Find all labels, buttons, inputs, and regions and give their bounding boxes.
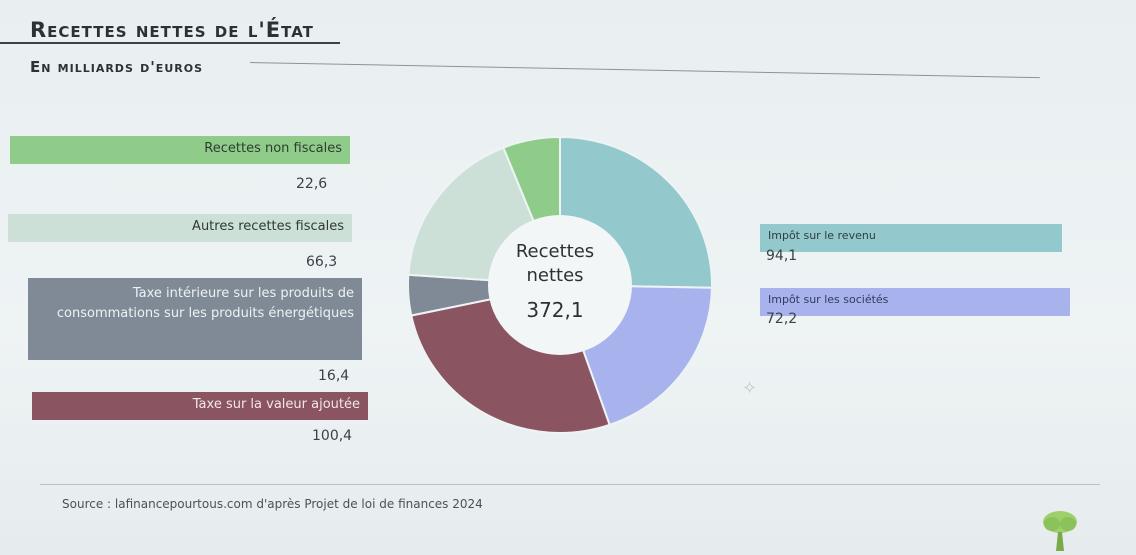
source-note: Source : lafinancepourtous.com d'après P… — [62, 497, 483, 511]
value-recettes-non-fiscales: 22,6 — [296, 176, 328, 192]
center-label-line1: Recettes — [516, 241, 594, 262]
label-tva: Taxe sur la valeur ajoutée — [32, 392, 368, 420]
center-value: 372,1 — [526, 298, 583, 322]
value-ticpe: 16,4 — [318, 368, 350, 384]
label-impot-societes: Impôt sur les sociétés — [760, 288, 1070, 316]
donut-center — [488, 215, 632, 355]
subtitle-rule — [249, 62, 1040, 79]
value-impot-societes: 72,2 — [766, 311, 798, 327]
chart-subtitle: En milliards d'euros — [30, 58, 203, 76]
value-tva: 100,4 — [312, 428, 353, 444]
label-recettes-non-fiscales: Recettes non fiscales — [10, 136, 350, 164]
donut-chart: Recettes nettes 372,1 — [407, 135, 713, 434]
tree-logo-icon — [1043, 511, 1077, 551]
footer-rule — [40, 484, 1100, 485]
chart-title: Recettes nettes de l'État — [30, 18, 314, 42]
value-autres-recettes-fiscales: 66,3 — [306, 254, 338, 270]
sparkle-icon: ✧ — [742, 378, 758, 399]
center-label-line2: nettes — [526, 265, 583, 286]
label-autres-recettes-fiscales: Autres recettes fiscales — [8, 214, 352, 242]
label-ticpe: Taxe intérieure sur les produits de cons… — [28, 278, 362, 360]
label-impot-revenu: Impôt sur le revenu — [760, 224, 1062, 252]
title-rule — [0, 42, 340, 44]
value-impot-revenu: 94,1 — [766, 248, 798, 264]
